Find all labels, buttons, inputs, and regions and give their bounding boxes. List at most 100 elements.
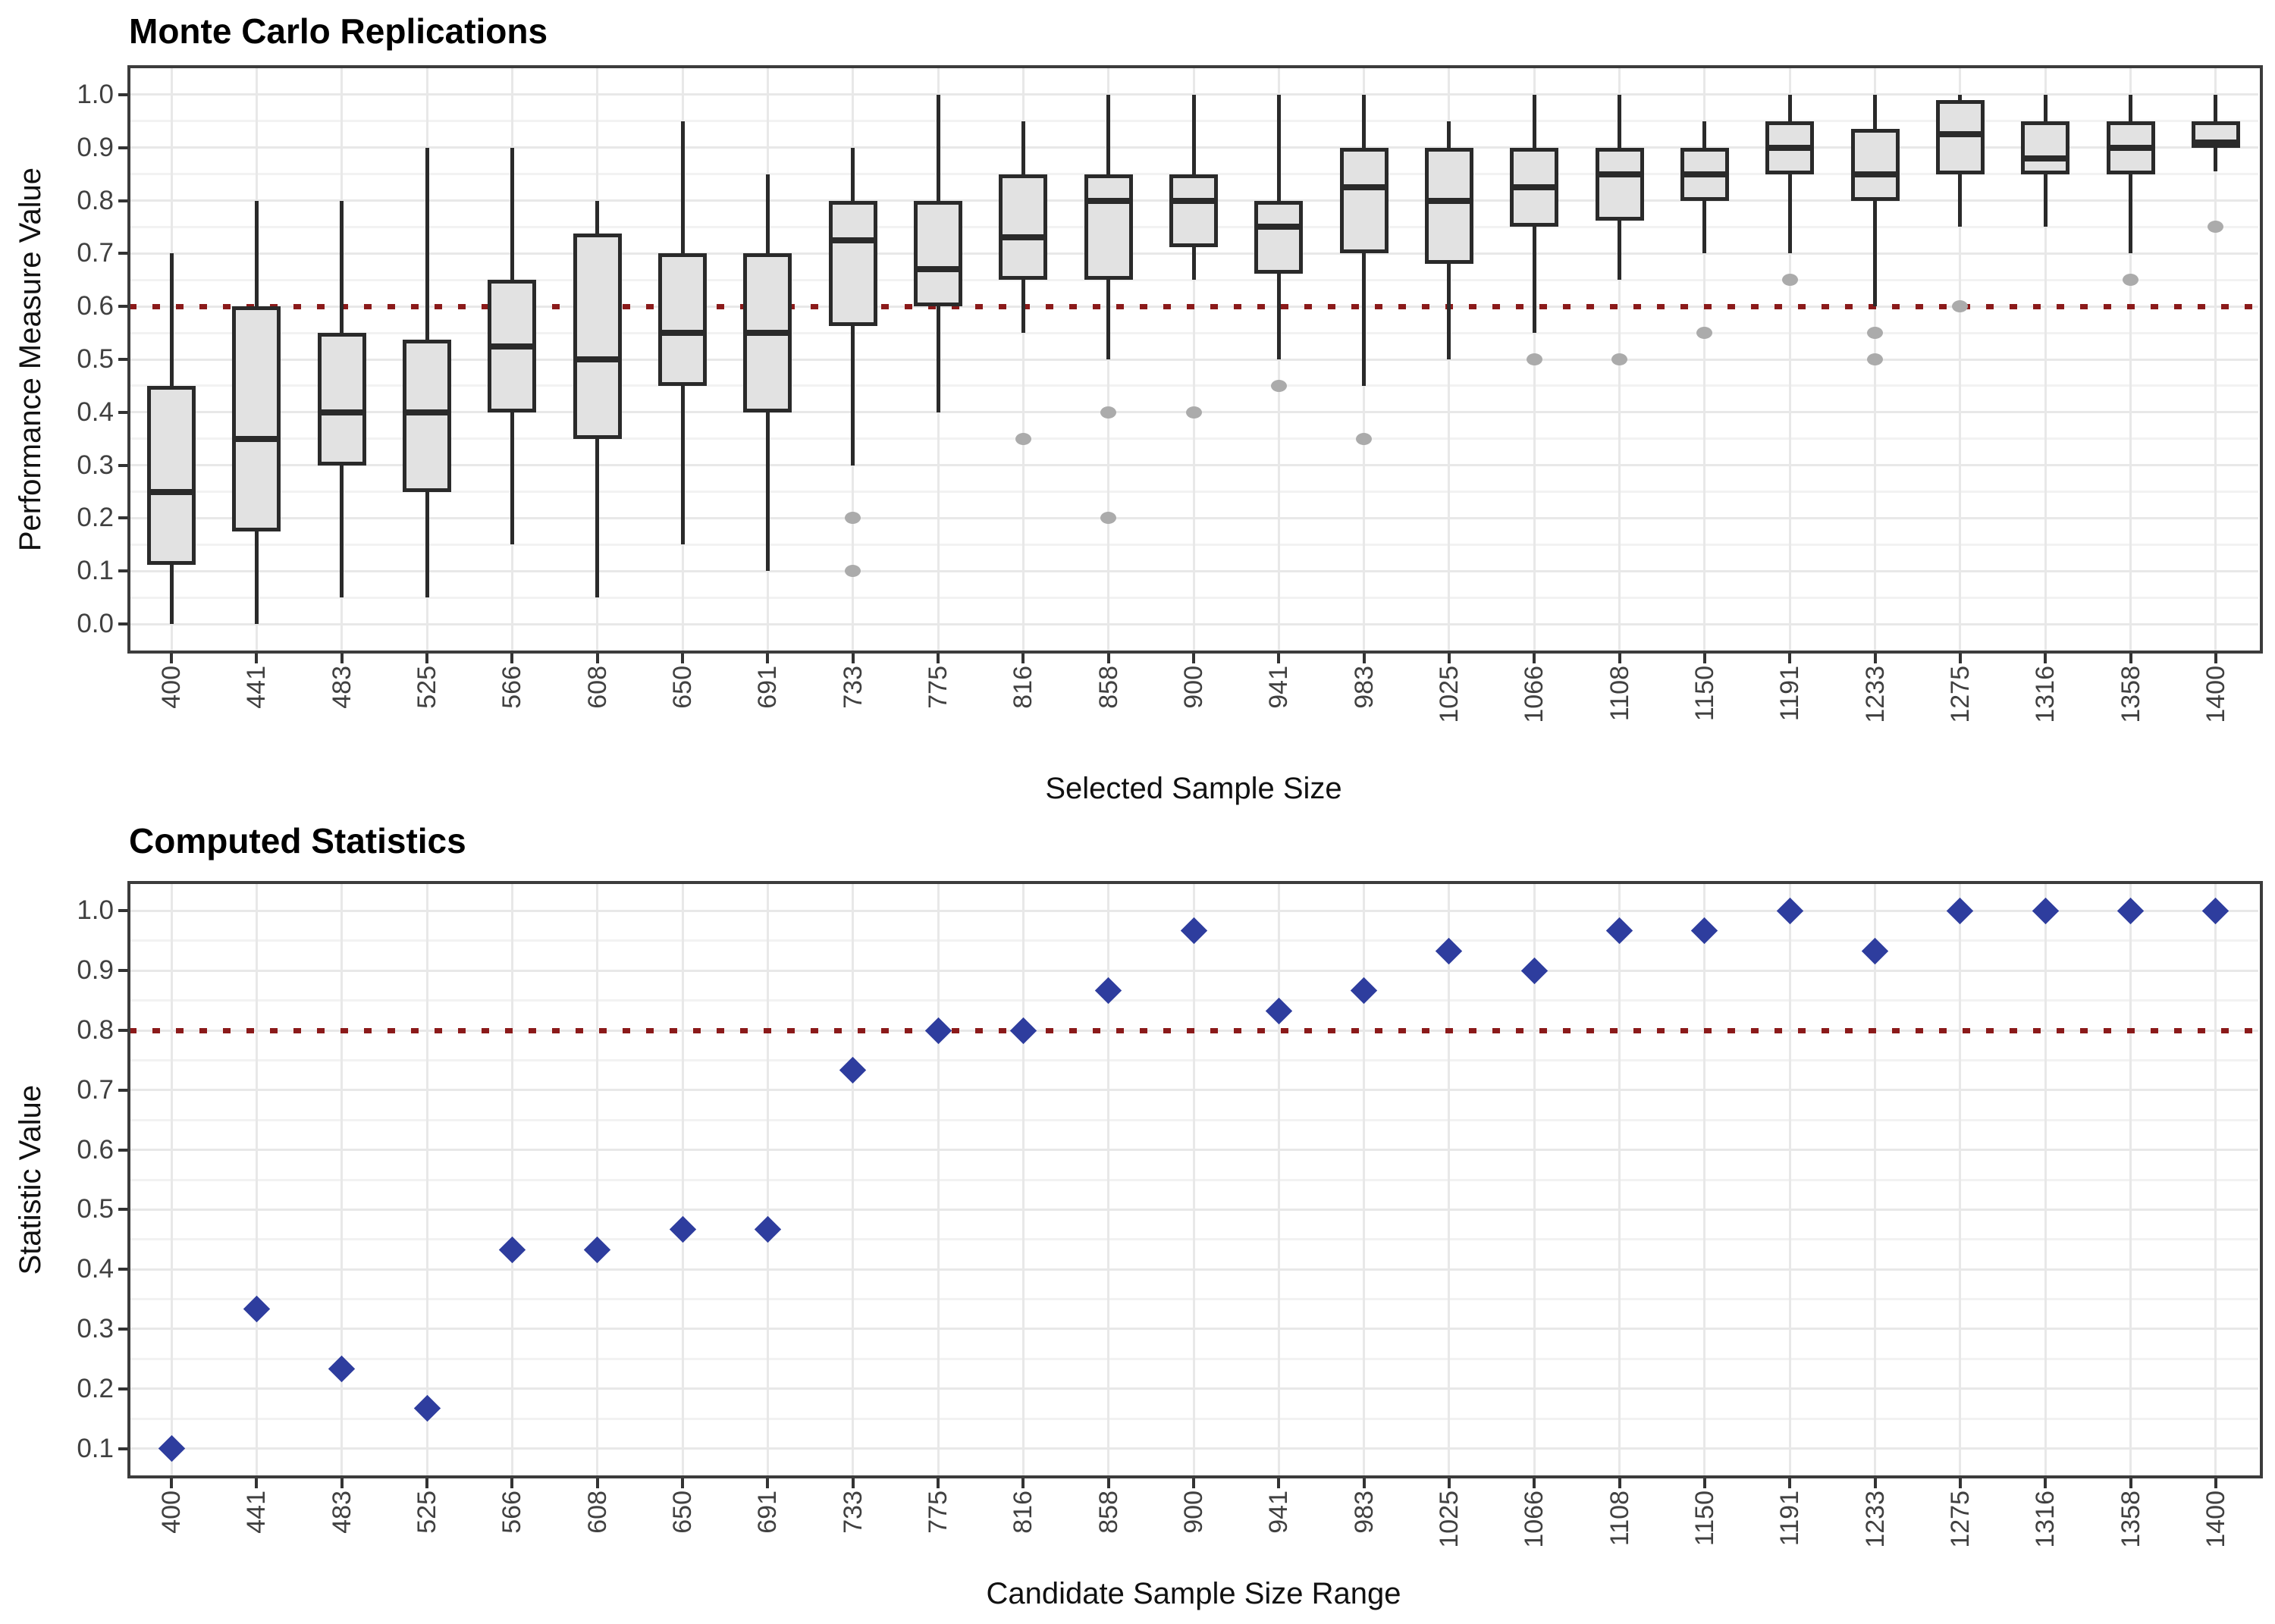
median-line: [405, 409, 450, 415]
gridline-category: [1533, 884, 1536, 1475]
gridline-category: [1788, 884, 1791, 1475]
x-tick-mark: [1873, 654, 1877, 663]
x-tick-label: 1400: [2201, 1491, 2230, 1548]
lower-whisker: [1106, 280, 1111, 359]
median-line: [916, 266, 961, 273]
median-line: [661, 330, 705, 337]
lower-whisker: [1873, 200, 1878, 307]
lower-whisker: [680, 385, 685, 545]
y-tick-mark: [118, 463, 128, 467]
boxplot-box: [573, 234, 622, 439]
lower-whisker: [1276, 273, 1281, 359]
x-tick-mark: [1873, 1478, 1877, 1488]
x-tick-label: 608: [582, 1491, 612, 1534]
x-tick-mark: [425, 1478, 429, 1488]
boxplot-box: [658, 253, 708, 386]
lower-whisker: [1618, 220, 1622, 281]
upper-whisker: [1106, 94, 1111, 174]
median-line: [234, 435, 279, 442]
median-line: [1682, 171, 1727, 177]
median-line: [830, 237, 875, 243]
x-tick-label: 733: [838, 1491, 868, 1534]
x-tick-mark: [425, 654, 429, 663]
x-tick-mark: [2129, 1478, 2132, 1488]
x-tick-label: 1358: [2116, 666, 2145, 723]
y-tick-mark: [118, 622, 128, 626]
gridline-category: [425, 884, 428, 1475]
outlier-point: [1356, 432, 1373, 445]
outlier-point: [1611, 353, 1628, 365]
y-tick-label: 0.6: [77, 1134, 114, 1165]
x-axis-title-selected-sample-size: Selected Sample Size: [1045, 772, 1342, 805]
x-tick-label: 525: [413, 1491, 442, 1534]
boxplot-box: [1595, 147, 1644, 221]
x-tick-mark: [1447, 654, 1451, 663]
median-line: [1172, 197, 1216, 204]
upper-whisker: [425, 147, 429, 340]
outlier-point: [1952, 300, 1969, 313]
x-tick-label: 566: [497, 666, 527, 709]
x-tick-mark: [2044, 654, 2048, 663]
gridline-category: [1021, 68, 1025, 651]
x-tick-label: 1275: [1945, 666, 1975, 723]
upper-whisker: [1021, 121, 1025, 174]
x-tick-mark: [2214, 654, 2217, 663]
y-tick-label: 0.4: [77, 397, 114, 427]
gridline-category: [852, 884, 855, 1475]
x-tick-label: 941: [1264, 666, 1294, 709]
outlier-point: [1100, 512, 1117, 525]
y-tick-mark: [118, 1387, 128, 1390]
boxplot-box: [1084, 174, 1133, 281]
outlier-point: [1867, 353, 1884, 365]
x-tick-label: 1191: [1775, 1491, 1805, 1547]
y-tick-label: 0.5: [77, 1194, 114, 1224]
median-line: [575, 356, 620, 362]
lower-whisker: [1362, 253, 1367, 386]
x-tick-label: 650: [668, 1491, 698, 1534]
chart-title-statistics: Computed Statistics: [129, 821, 466, 861]
x-tick-mark: [1021, 654, 1025, 663]
x-tick-mark: [1958, 1478, 1962, 1488]
x-tick-label: 816: [1009, 1491, 1038, 1534]
x-tick-label: 1233: [1860, 1491, 1890, 1548]
x-tick-label: 691: [753, 666, 783, 709]
x-tick-label: 1316: [2031, 666, 2060, 723]
x-tick-label: 400: [157, 1491, 187, 1534]
x-tick-mark: [1618, 654, 1621, 663]
upper-whisker: [1362, 94, 1367, 148]
x-tick-mark: [1362, 654, 1366, 663]
x-tick-mark: [2044, 1478, 2048, 1488]
gridline-category: [1107, 884, 1110, 1475]
lower-whisker: [1021, 280, 1025, 334]
y-tick-label: 0.1: [77, 556, 114, 586]
x-tick-label: 441: [242, 666, 271, 709]
x-tick-mark: [595, 654, 599, 663]
x-tick-mark: [937, 1478, 940, 1488]
outlier-point: [1015, 432, 1031, 445]
y-tick-label: 0.3: [77, 450, 114, 480]
x-tick-mark: [1447, 1478, 1451, 1488]
boxplot-box: [2021, 121, 2070, 174]
x-tick-mark: [1702, 1478, 1706, 1488]
x-tick-label: 1150: [1690, 1491, 1719, 1547]
lower-whisker: [936, 306, 940, 412]
boxplot-box: [232, 306, 281, 531]
y-tick-mark: [118, 410, 128, 414]
lower-whisker: [2129, 174, 2133, 254]
lower-whisker: [425, 491, 429, 598]
y-tick-mark: [118, 1268, 128, 1271]
x-tick-mark: [1277, 654, 1281, 663]
x-tick-mark: [937, 654, 940, 663]
gridline-category: [1448, 884, 1451, 1475]
lower-whisker: [1191, 246, 1196, 281]
x-tick-mark: [1618, 1478, 1621, 1488]
median-line: [1768, 144, 1812, 151]
x-tick-label: 1316: [2031, 1491, 2060, 1548]
boxplot-box: [1850, 129, 1900, 201]
y-tick-mark: [118, 969, 128, 973]
y-tick-label: 0.8: [77, 1015, 114, 1046]
x-tick-mark: [1533, 1478, 1536, 1488]
y-tick-label: 0.2: [77, 503, 114, 533]
gridline-category: [2214, 884, 2217, 1475]
gridline-category: [510, 884, 513, 1475]
